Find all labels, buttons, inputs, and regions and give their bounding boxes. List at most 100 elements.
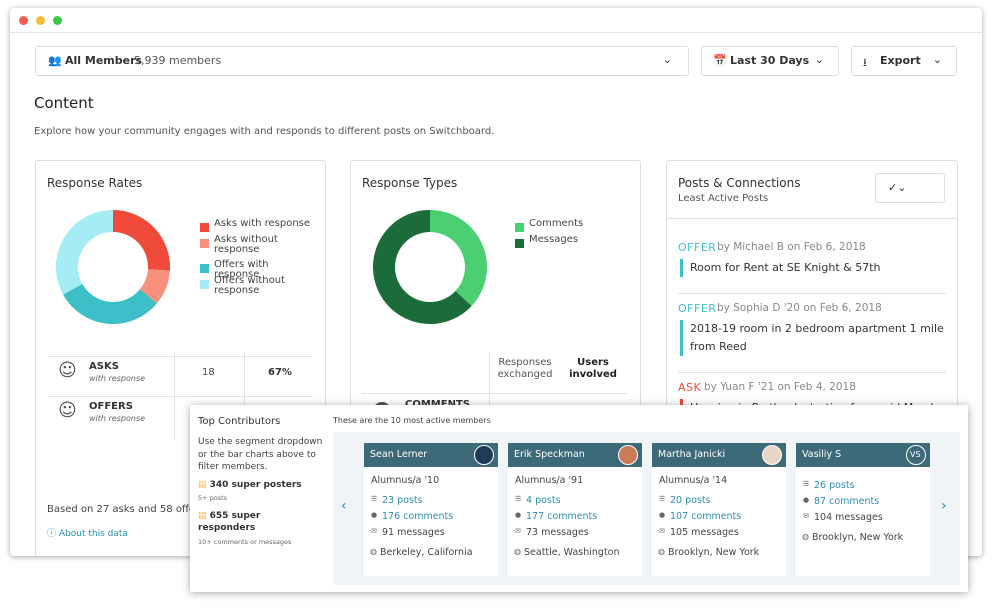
post-accent: [680, 259, 683, 277]
member-card: Martha Janicki Alumnus/a '14 ☰ 20 posts ● 107…: [652, 443, 786, 576]
member-card: Vasiliy S VS ☰ 26 posts ● 87 comments ✉ 104 mes…: [796, 443, 930, 576]
posters-note: 5+ posts: [198, 494, 228, 502]
icon: ●: [371, 511, 378, 519]
row-divider: [47, 396, 312, 397]
legend-swatch: [515, 223, 524, 232]
avatar: VS: [906, 445, 926, 465]
post-type: OFFER: [678, 302, 717, 315]
row-count: 18: [202, 367, 215, 378]
post-type: ASK: [678, 381, 702, 394]
top-contributors-panel: Top Contributors Use the segment dropdow…: [190, 405, 968, 592]
icon: ●: [803, 496, 810, 504]
icon: ⭳: [863, 56, 867, 69]
member-comments: 87 comments: [814, 496, 880, 507]
member-card: Sean Lerner Alumnus/a '10 ☰ 23 posts ● 176 co…: [364, 443, 498, 576]
row-label: ASKS: [89, 361, 119, 372]
legend-label: Asks without response: [214, 234, 278, 255]
card-title: Posts & Connections: [678, 176, 801, 190]
col-divider: [174, 351, 175, 441]
member-messages: 104 messages: [814, 512, 883, 523]
avatar: [618, 445, 638, 465]
member-location: Seattle, Washington: [524, 547, 620, 558]
icon: 👥: [48, 54, 62, 67]
icon: 📅: [713, 54, 727, 67]
icon: ☰: [515, 495, 522, 503]
icon: ✉: [659, 527, 665, 535]
caption: These are the 10 most active members: [333, 416, 491, 425]
donut-slice: [139, 269, 170, 304]
prev-arrow[interactable]: ‹: [341, 498, 347, 514]
member-location: Brooklyn, New York: [668, 547, 760, 558]
icon: ●: [515, 511, 522, 519]
post-title: 2018-19 room in 2 bedroom apartment 1 mi…: [690, 322, 944, 353]
divider: [667, 218, 957, 219]
page-description: Explore how your community engages with …: [34, 126, 495, 137]
col-header: Responses exchanged: [497, 357, 553, 380]
panel-title: Top Contributors: [198, 416, 281, 427]
donut-slice: [55, 210, 113, 295]
row-label: OFFERS: [89, 401, 133, 412]
date-dropdown[interactable]: 📅 Last 30 Days ⌄: [701, 46, 839, 76]
chevron: ⌄: [662, 53, 672, 66]
legend-label: Asks with response: [214, 218, 311, 229]
member-name: Vasiliy S: [802, 449, 842, 460]
post-byline: by Yuan F '21 on Feb 4, 2018: [704, 381, 856, 393]
next-arrow[interactable]: ›: [941, 498, 947, 514]
legend-swatch: [515, 239, 524, 248]
posters: 340 super posters: [209, 480, 302, 490]
zoom-dot[interactable]: [53, 16, 62, 25]
segment-dropdown[interactable]: 👥 All Members 5,939 members ⌄: [35, 46, 689, 76]
member-header: Martha Janicki: [652, 443, 786, 467]
icon: ◍: [514, 547, 521, 556]
legend-label: Comments: [529, 218, 584, 229]
segment-count: 5,939 members: [134, 54, 222, 67]
member-header: Vasiliy S VS: [796, 443, 930, 467]
post-title: Room for Rent at SE Knight & 57th: [690, 261, 881, 274]
member-class: Alumnus/a '14: [659, 475, 728, 486]
legend-label: Offers with response: [214, 259, 269, 280]
minimize-dot[interactable]: [36, 16, 45, 25]
member-name: Sean Lerner: [370, 449, 428, 460]
close-dot[interactable]: [19, 16, 28, 25]
row-sub: with response: [89, 374, 146, 383]
date-range: Last 30 Days: [730, 54, 810, 67]
member-header: Sean Lerner: [364, 443, 498, 467]
donut: [55, 210, 170, 324]
col-divider: [244, 351, 245, 441]
icon: ◍: [802, 532, 809, 541]
member-strip: ‹ › Sean Lerner Alumnus/a '10 ☰ 23 posts ● 17…: [333, 432, 960, 585]
member-messages: 73 messages: [526, 527, 589, 538]
segment: All Members: [65, 54, 143, 67]
row-divider: [362, 393, 627, 394]
export: Export: [880, 54, 921, 67]
link-text[interactable]: About this data: [58, 529, 128, 539]
avatar-initials: VS: [910, 450, 921, 459]
footnote: Based on 27 asks and 58 offers: [47, 504, 205, 515]
post-byline: by Michael B on Feb 6, 2018: [717, 241, 866, 253]
member-posts: 20 posts: [670, 495, 711, 506]
card-title: Response Rates: [47, 176, 143, 190]
export-button[interactable]: ⭳ Export ⌄: [851, 46, 957, 76]
about-link[interactable]: ⓘ About this data: [47, 529, 128, 539]
post-filter-dropdown[interactable]: ✓⌄: [875, 173, 945, 203]
legend-swatch: [200, 264, 209, 273]
member-name: Martha Janicki: [658, 449, 726, 460]
member-name: Erik Speckman: [514, 449, 585, 460]
member-card: Erik Speckman Alumnus/a '91 ☰ 4 posts ● 177 c…: [508, 443, 642, 576]
member-comments: 107 comments: [670, 511, 742, 522]
member-class: Alumnus/a '91: [515, 475, 584, 486]
icon: ●: [659, 511, 666, 519]
icon: ✉: [515, 527, 521, 535]
member-posts: 4 posts: [526, 495, 561, 506]
chevron: ⌄: [814, 53, 824, 66]
icon: ☰: [659, 495, 666, 503]
donut-slice: [430, 210, 487, 307]
title-bar-border: [10, 32, 982, 33]
avatar: [762, 445, 782, 465]
row-sub: with response: [89, 414, 146, 423]
member-comments: 176 comments: [382, 511, 454, 522]
member-comments: 177 comments: [526, 511, 598, 522]
post-byline: by Sophia D '20 on Feb 6, 2018: [717, 302, 882, 314]
donut: [373, 210, 487, 324]
icon: ✓⌄: [888, 181, 907, 194]
